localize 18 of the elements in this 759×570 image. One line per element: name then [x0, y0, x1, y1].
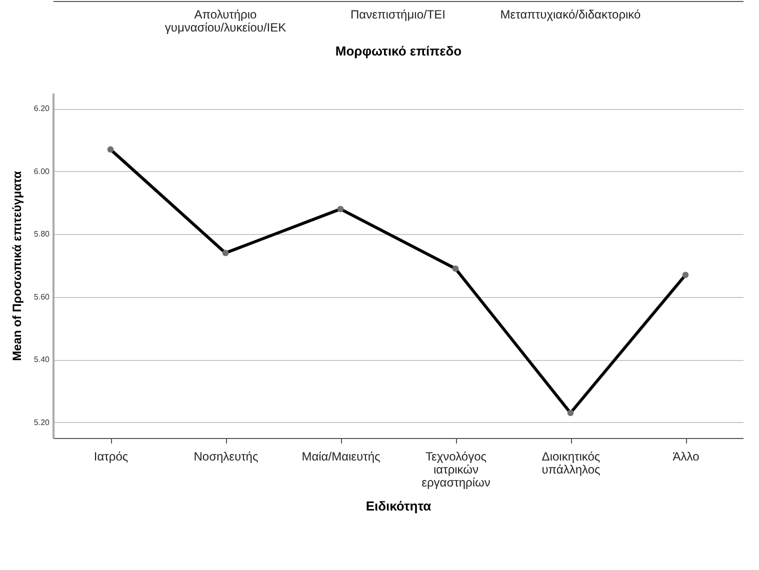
category-label: Πανεπιστήμιο/ΤΕΙ	[350, 8, 446, 22]
x-tick-label: Νοσηλευτής	[194, 450, 258, 464]
y-axis-title: Mean of Προσωπικά επιτεύγματα	[10, 170, 24, 361]
y-tick-label: 5.60	[34, 292, 50, 302]
y-tick-label: 5.40	[34, 355, 50, 364]
y-tick-label: 5.80	[34, 230, 50, 239]
category-label: Απολυτήριο γυμνασίου/λυκείου/ΙΕΚ	[164, 8, 286, 34]
x-tick-label: Άλλο	[672, 450, 700, 464]
x-axis-title: Ειδικότητα	[366, 498, 432, 514]
category-label: Μεταπτυχιακό/διδακτορικό	[500, 8, 642, 22]
x-tick-label: Ιατρός	[94, 450, 128, 464]
y-tick-label: 5.20	[34, 418, 50, 427]
text: Μορφωτικό επίπεδο	[335, 44, 462, 58]
x-tick-label: Διοικητικός υπάλληλος	[542, 450, 600, 476]
x-tick-label: Τεχνολόγος ιατρικών εργαστηρίων	[422, 450, 490, 490]
x-tick-label: Μαία/Μαιευτής	[302, 450, 380, 464]
y-tick-label: 6.20	[34, 104, 50, 114]
y-tick-label: 6.00	[34, 166, 50, 176]
